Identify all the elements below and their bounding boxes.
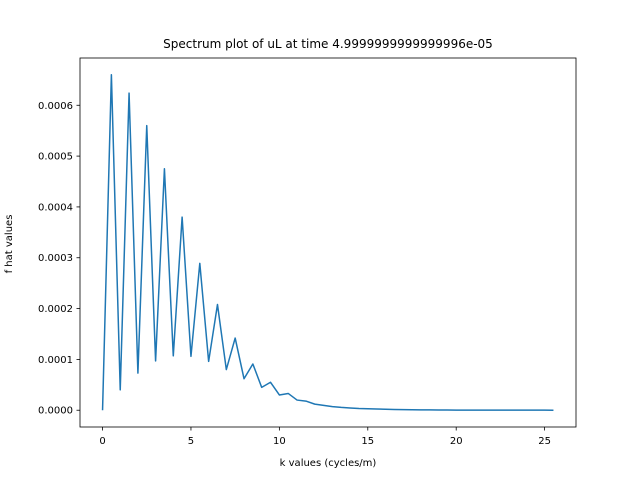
plot-frame	[79, 57, 577, 428]
x-tick-label: 25	[538, 436, 551, 447]
y-tick-label: 0.0006	[38, 101, 73, 112]
y-tick-label: 0.0003	[38, 253, 73, 264]
x-tick-label: 15	[361, 436, 374, 447]
y-tick-label: 0.0000	[38, 406, 73, 417]
x-tick-label: 0	[99, 436, 105, 447]
y-tick-label: 0.0004	[38, 202, 73, 213]
x-tick-label: 20	[450, 436, 463, 447]
chart-title: Spectrum plot of uL at time 4.9999999999…	[163, 37, 493, 51]
x-axis-label: k values (cycles/m)	[280, 458, 377, 469]
x-axis: 0 5 10 15 20 25	[99, 427, 551, 447]
y-tick-label: 0.0002	[38, 304, 73, 315]
y-tick-label: 0.0001	[38, 355, 73, 366]
x-tick-label: 5	[188, 436, 194, 447]
series-line-0	[101, 74, 554, 411]
plot-area	[101, 74, 554, 411]
y-tick-label: 0.0005	[38, 152, 73, 163]
x-tick-label: 10	[273, 436, 286, 447]
y-axis: 0.0000 0.0001 0.0002 0.0003 0.0004 0.0005 0.00…	[38, 101, 80, 417]
y-axis-label: f hat values	[4, 215, 15, 274]
